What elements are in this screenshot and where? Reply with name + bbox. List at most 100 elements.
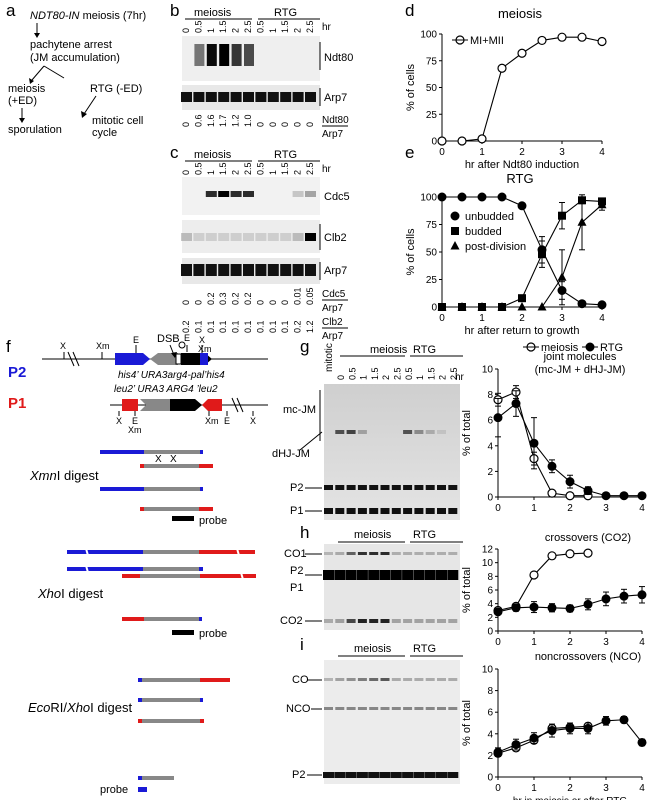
d-xtick-4: 4: [599, 147, 605, 158]
i-point-1-8: [637, 737, 647, 747]
i-series-1: [493, 715, 647, 757]
h-co2-band-1: [335, 619, 345, 623]
c-cdc5-ratio-values: 0 0 0.2 0.3 0.2 0.2 0 0 0 0.01 0.05: [181, 287, 315, 305]
g-band-mcjm: mc-JM: [283, 404, 316, 416]
panel-letter-i: i: [300, 635, 304, 654]
g-p2-band-5: [380, 485, 390, 490]
b-time-2: 1: [206, 28, 216, 33]
b-ratio-num: Ndt80: [322, 115, 349, 126]
i-p2-band-1: [334, 772, 346, 778]
g-point-1-0: [493, 413, 503, 423]
g-meiosis-label: meiosis: [370, 344, 408, 356]
panel-letter-c: c: [170, 143, 179, 162]
h-ytick-5: 10: [482, 558, 494, 569]
b-ratio-1: 0.6: [193, 114, 203, 127]
g-p2-band-3: [357, 485, 367, 490]
i-p2-band-10: [436, 772, 447, 778]
h-p-band-2: [345, 570, 357, 580]
p2-his4-right: [200, 353, 208, 365]
i-nco-band-7: [403, 707, 413, 710]
panel-letter-b: b: [170, 1, 179, 20]
h-p-band-9: [424, 570, 436, 580]
b-arp7-band-5: [243, 92, 254, 102]
b-ratio-9: 0: [293, 122, 303, 127]
probe-label-1: probe: [199, 515, 227, 527]
panel-i-gel: meiosis RTG CO NCO P2: [286, 643, 463, 784]
i-point-1-2: [529, 733, 539, 743]
i-band-co: CO: [292, 674, 309, 686]
e-xtick-0: 0: [439, 313, 445, 324]
c-arp7-band-5: [243, 264, 254, 276]
i-point-1-4: [565, 723, 575, 733]
i-ytick-4: 8: [487, 686, 493, 697]
h-line-0: [497, 552, 589, 612]
c-clb2-ratio-6: 0.1: [255, 320, 265, 333]
g-jm-band-9: [425, 430, 435, 434]
e-point-1-5: [538, 250, 546, 259]
h-title: crossovers (CO2): [545, 532, 631, 544]
c-clb2-band-8: [280, 233, 292, 241]
c-cdc5-label: Cdc5: [324, 191, 350, 203]
h-gel-image: [324, 544, 460, 630]
svg-text:X: X: [170, 454, 177, 465]
i-p2-band-3: [356, 772, 368, 778]
c-clb2-band-10: [305, 233, 316, 241]
h-p-band-4: [368, 570, 380, 580]
c-arp7-band-3: [218, 264, 230, 276]
i-ytick-0: 0: [487, 773, 493, 784]
c-arp7-band-6: [255, 264, 267, 276]
c-cdc5-ratio-7: 0: [268, 300, 278, 305]
c-clb2-band-2: [205, 233, 217, 241]
e-point-0-1: [457, 192, 467, 202]
p2-label: P2: [8, 364, 26, 381]
g-p1-band-2: [346, 508, 356, 514]
i-ytick-5: 10: [482, 665, 494, 676]
d-point-0-4: [517, 48, 527, 58]
p1-ura3: [140, 399, 170, 411]
e-point-0-2: [477, 192, 487, 202]
h-co1-band-0: [324, 552, 333, 555]
b-ratio-8: 0: [280, 122, 290, 127]
p2-site-x1: X: [60, 341, 66, 351]
e-legend-label-0: unbudded: [465, 211, 514, 223]
g-time-0: 0: [336, 375, 346, 380]
g-point-1-3: [547, 461, 557, 471]
c-clb2-ratio-8: 0.1: [280, 320, 290, 333]
p1-label: P1: [8, 395, 26, 412]
c-cdc5-num: Cdc5: [322, 289, 346, 300]
d-ytick-2: 50: [426, 83, 438, 94]
i-series-0: [493, 721, 593, 758]
g-band-dhjjm: dHJ-JM: [272, 448, 310, 460]
c-clb2-band-1: [193, 233, 205, 241]
i-xtick-1: 1: [531, 783, 537, 794]
e-ylabel: % of cells: [405, 228, 417, 276]
i-point-1-7: [619, 715, 629, 725]
panel-b-blot: meiosis RTG 0 0.5 1 1.5 2 2.5 0.5 1 1.5 2 2.5 hr N…: [181, 7, 353, 140]
flow-jm: (JM accumulation): [30, 52, 120, 64]
b-rtg-label: RTG: [274, 7, 297, 19]
e-xtick-3: 3: [559, 313, 565, 324]
c-lane-times: 0 0.5 1 1.5 2 2.5 0.5 1 1.5 2 2.5: [181, 162, 315, 175]
c-time-2: 1: [206, 170, 216, 175]
i-point-1-1: [511, 740, 521, 750]
h-co2-band-7: [403, 619, 413, 623]
g-title: joint molecules: [543, 351, 617, 363]
d-ytick-4: 100: [420, 30, 437, 41]
c-clb2-band-6: [255, 233, 267, 241]
p1-site-xm2: Xm: [205, 416, 219, 426]
h-p-band-1: [334, 570, 346, 580]
i-ytick-1: 2: [487, 751, 493, 762]
e-point-2-5: [537, 302, 547, 311]
h-point-1-4: [565, 603, 575, 613]
h-p-band-7: [402, 570, 414, 580]
svg-text:X: X: [155, 454, 162, 465]
g-point-1-5: [583, 486, 593, 496]
g-ytick-4: 8: [487, 390, 493, 401]
g-hr: hr: [455, 372, 465, 383]
h-rtg-label: RTG: [413, 529, 436, 541]
g-time-6: 0.5: [404, 367, 414, 380]
c-clb2-ratio-5: 0.1: [243, 320, 253, 333]
b-time-4: 2: [231, 28, 241, 33]
h-point-1-6: [601, 594, 611, 604]
e-xtick-2: 2: [519, 313, 525, 324]
